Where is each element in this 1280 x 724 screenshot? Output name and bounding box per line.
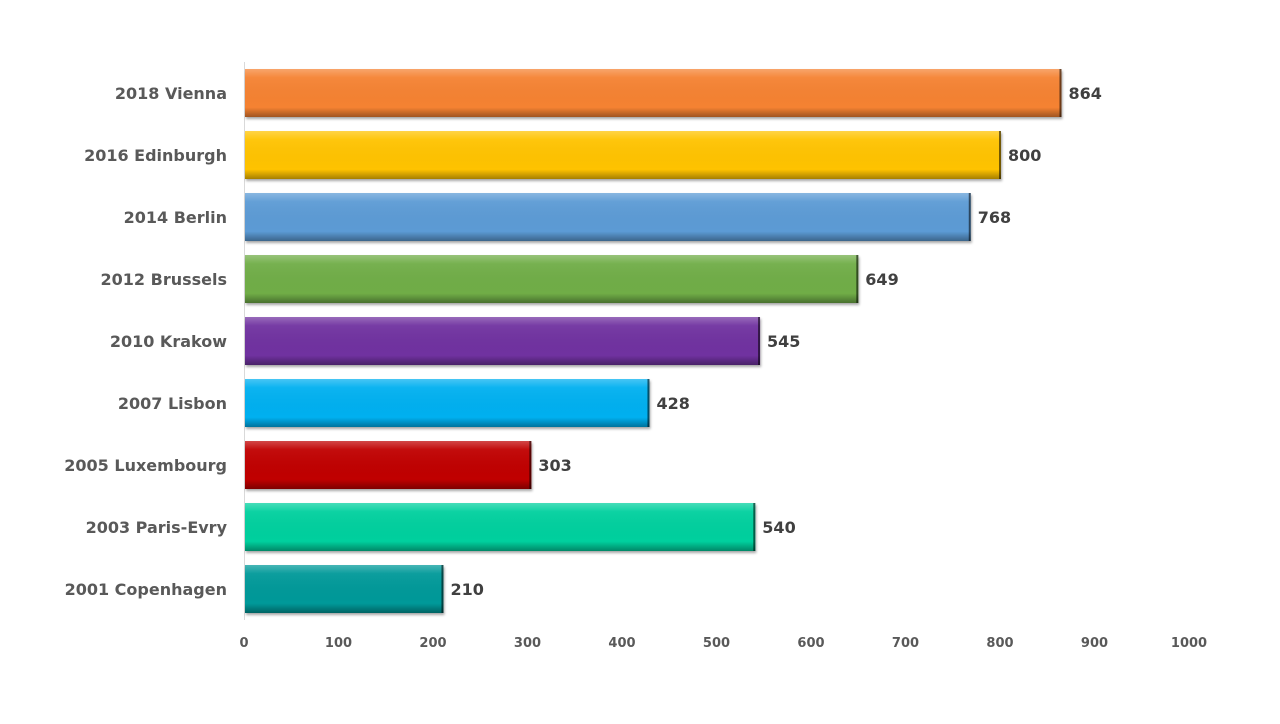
value-label: 540 [762, 518, 795, 537]
bar-edge [999, 131, 1001, 179]
bar-bevel [245, 441, 532, 489]
value-label: 768 [978, 208, 1011, 227]
bar-edge [758, 317, 761, 365]
bar-edge [529, 441, 532, 489]
bar [245, 69, 1062, 117]
category-label: 2016 Edinburgh [84, 146, 227, 165]
x-tick-label: 400 [608, 636, 635, 651]
value-labels-group: 864 800 768 649 545 428 303 540 210 [450, 84, 1101, 599]
category-label: 2012 Brussels [101, 270, 227, 289]
value-label: 649 [865, 270, 898, 289]
bar-edge [968, 193, 971, 241]
category-label: 2010 Krakow [110, 332, 227, 351]
bar [245, 441, 532, 489]
bar-edge [647, 379, 650, 427]
category-label: 2001 Copenhagen [65, 580, 227, 599]
category-label: 2014 Berlin [124, 208, 227, 227]
x-tick-label: 200 [419, 636, 446, 651]
value-label: 800 [1008, 146, 1041, 165]
bar-bevel [245, 503, 756, 551]
bar-edge [441, 565, 444, 613]
x-tick-label: 300 [514, 636, 541, 651]
bar [245, 193, 971, 241]
x-tick-label: 0 [239, 636, 248, 651]
bar-bevel [245, 379, 650, 427]
value-label: 428 [656, 394, 689, 413]
bar-edge [753, 503, 756, 551]
x-tick-label: 500 [703, 636, 730, 651]
x-tick-label: 700 [892, 636, 919, 651]
bar-bevel [245, 565, 444, 613]
bar [245, 255, 859, 303]
bar-bevel [245, 69, 1062, 117]
x-axis-ticks-group: 0 100 200 300 400 500 600 700 800 900 1000 [239, 636, 1207, 651]
bar-edge [856, 255, 859, 303]
category-labels-group: 2018 Vienna 2016 Edinburgh 2014 Berlin 2012… [64, 84, 227, 599]
value-label: 864 [1068, 84, 1101, 103]
x-tick-label: 1000 [1171, 636, 1207, 651]
value-label: 545 [767, 332, 800, 351]
category-label: 2018 Vienna [115, 84, 227, 103]
category-label: 2007 Lisbon [118, 394, 227, 413]
x-tick-label: 800 [986, 636, 1013, 651]
x-tick-label: 600 [797, 636, 824, 651]
bar [245, 379, 650, 427]
bar-bevel [245, 193, 971, 241]
bar-edge [1059, 69, 1062, 117]
bar [245, 503, 756, 551]
bar-bevel [245, 131, 1001, 179]
bar-bevel [245, 255, 859, 303]
category-label: 2005 Luxembourg [64, 456, 227, 475]
category-label: 2003 Paris-Evry [86, 518, 228, 537]
bar [245, 565, 444, 613]
bars-group [245, 69, 1062, 613]
bar-bevel [245, 317, 761, 365]
bar [245, 317, 761, 365]
x-tick-label: 100 [325, 636, 352, 651]
value-label: 303 [538, 456, 571, 475]
x-tick-label: 900 [1081, 636, 1108, 651]
value-label: 210 [450, 580, 483, 599]
bar [245, 131, 1001, 179]
